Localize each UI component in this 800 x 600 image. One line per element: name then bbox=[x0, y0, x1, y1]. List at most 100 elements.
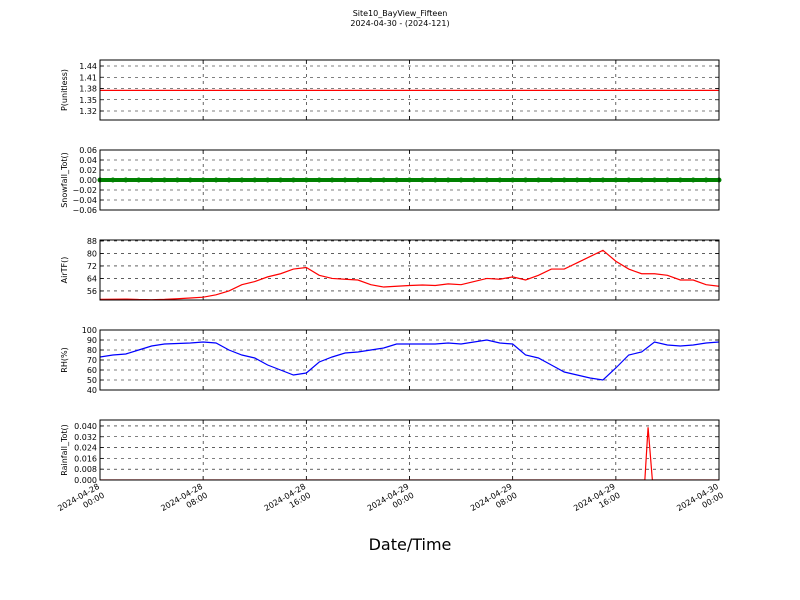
marker bbox=[136, 177, 142, 183]
y-tick-label: 80 bbox=[87, 249, 97, 258]
y-axis-label: AirTF() bbox=[60, 257, 69, 284]
y-tick-label: 80 bbox=[87, 346, 97, 355]
marker bbox=[523, 177, 529, 183]
y-tick-label: 88 bbox=[87, 237, 97, 246]
marker bbox=[535, 177, 541, 183]
y-tick-label: 0.04 bbox=[79, 156, 97, 165]
marker bbox=[239, 177, 245, 183]
marker bbox=[342, 177, 348, 183]
marker bbox=[368, 177, 374, 183]
marker bbox=[174, 177, 180, 183]
marker bbox=[587, 177, 593, 183]
marker bbox=[561, 177, 567, 183]
marker bbox=[187, 177, 193, 183]
marker bbox=[110, 177, 116, 183]
x-tick-label: 2024-04-2808:00 bbox=[159, 482, 209, 522]
y-tick-label: 1.41 bbox=[79, 73, 97, 82]
x-tick-label: 2024-04-3000:00 bbox=[675, 482, 725, 522]
marker bbox=[510, 177, 516, 183]
marker bbox=[265, 177, 271, 183]
marker bbox=[419, 177, 425, 183]
y-tick-label: 1.32 bbox=[79, 107, 97, 116]
marker bbox=[677, 177, 683, 183]
y-tick-label: 0.02 bbox=[79, 166, 97, 175]
marker bbox=[149, 177, 155, 183]
marker bbox=[652, 177, 658, 183]
y-tick-label: 1.38 bbox=[79, 85, 97, 94]
chart-subtitle: 2024-04-30 - (2024-121) bbox=[350, 19, 449, 28]
marker bbox=[471, 177, 477, 183]
marker bbox=[381, 177, 387, 183]
marker bbox=[626, 177, 632, 183]
marker bbox=[407, 177, 412, 183]
marker bbox=[161, 177, 167, 183]
y-tick-label: 56 bbox=[87, 287, 97, 296]
marker bbox=[600, 177, 606, 183]
marker bbox=[303, 177, 309, 183]
series-line bbox=[100, 427, 719, 480]
series-line bbox=[100, 339, 719, 381]
y-tick-label: 100 bbox=[82, 326, 97, 335]
marker bbox=[548, 177, 554, 183]
x-axis-label: Date/Time bbox=[369, 535, 452, 554]
y-tick-label: 0.008 bbox=[74, 465, 97, 474]
y-tick-label: 60 bbox=[87, 366, 97, 375]
marker bbox=[432, 177, 438, 183]
y-tick-label: 64 bbox=[87, 274, 97, 283]
x-tick-label: 2024-04-2800:00 bbox=[56, 482, 106, 522]
plot-frame bbox=[99, 419, 720, 481]
marker bbox=[123, 177, 129, 183]
chart-title: Site10_BayView_Fifteen bbox=[353, 9, 448, 18]
y-tick-label: −0.02 bbox=[72, 186, 97, 195]
marker bbox=[574, 177, 580, 183]
marker bbox=[394, 177, 400, 183]
y-tick-label: −0.04 bbox=[72, 196, 97, 205]
y-tick-label: −0.06 bbox=[72, 206, 97, 215]
marker bbox=[252, 177, 258, 183]
marker bbox=[613, 177, 619, 183]
y-tick-label: 0.024 bbox=[74, 444, 97, 453]
marker bbox=[703, 177, 709, 183]
marker bbox=[213, 177, 219, 183]
y-tick-label: 1.35 bbox=[79, 96, 97, 105]
y-tick-label: 0.016 bbox=[74, 454, 97, 463]
marker bbox=[639, 177, 645, 183]
y-tick-label: 0.000 bbox=[74, 476, 97, 485]
x-tick-label: 2024-04-2916:00 bbox=[572, 482, 622, 522]
marker bbox=[690, 177, 696, 183]
y-axis-label: Snowfall_Tot() bbox=[60, 152, 69, 208]
y-tick-label: 0.06 bbox=[79, 146, 97, 155]
plot-frame bbox=[99, 329, 720, 391]
marker bbox=[445, 177, 451, 183]
marker bbox=[316, 177, 322, 183]
y-tick-label: 0.040 bbox=[74, 422, 97, 431]
y-tick-label: 50 bbox=[87, 376, 97, 385]
marker bbox=[497, 177, 503, 183]
plot-frame bbox=[99, 239, 720, 301]
y-tick-label: 90 bbox=[87, 336, 97, 345]
y-tick-label: 0.00 bbox=[79, 176, 97, 185]
x-tick-label: 2024-04-2816:00 bbox=[263, 482, 313, 522]
plot-frame bbox=[99, 59, 720, 121]
marker bbox=[200, 177, 206, 183]
series-line bbox=[100, 249, 719, 300]
marker bbox=[484, 177, 490, 183]
y-tick-label: 70 bbox=[87, 356, 97, 365]
y-axis-label: RH(%) bbox=[60, 347, 69, 372]
marker bbox=[226, 177, 232, 183]
y-axis-label: P(unitless) bbox=[60, 69, 69, 111]
y-axis-label: Rainfall_Tot() bbox=[60, 424, 69, 476]
marker bbox=[664, 177, 670, 183]
marker bbox=[278, 177, 284, 183]
x-tick-label: 2024-04-2908:00 bbox=[469, 482, 519, 522]
y-tick-label: 40 bbox=[87, 386, 97, 395]
marker bbox=[355, 177, 361, 183]
y-tick-label: 0.032 bbox=[74, 433, 97, 442]
x-tick-label: 2024-04-2900:00 bbox=[366, 482, 416, 522]
y-tick-label: 72 bbox=[87, 262, 97, 271]
marker bbox=[329, 177, 335, 183]
plot-frame bbox=[99, 149, 720, 211]
marker bbox=[458, 177, 464, 183]
marker bbox=[290, 177, 296, 183]
